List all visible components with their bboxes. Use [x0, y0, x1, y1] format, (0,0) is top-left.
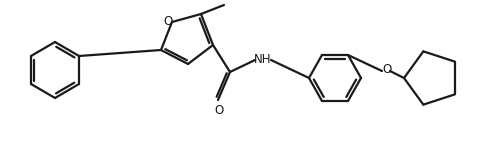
Text: O: O	[382, 62, 392, 75]
Text: NH: NH	[254, 52, 272, 65]
Text: O: O	[163, 15, 173, 28]
Text: O: O	[214, 103, 224, 116]
